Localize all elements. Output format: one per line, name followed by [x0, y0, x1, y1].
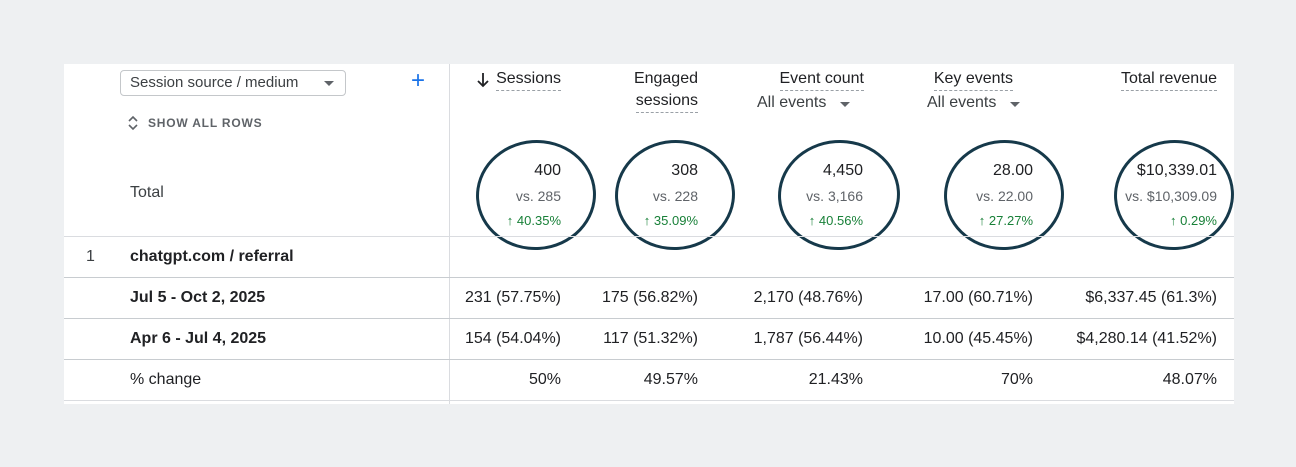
metric-value: 308: [671, 162, 698, 179]
row-label: % change: [130, 371, 202, 388]
metric-change: ↑ 40.35%: [506, 213, 561, 228]
column-label: Event count: [779, 68, 864, 91]
row-divider: [64, 318, 1234, 319]
metric-value: 400: [534, 162, 561, 179]
metric-compare: vs. 22.00: [976, 188, 1033, 204]
metric-value: $10,339.01: [1136, 162, 1217, 179]
dimension-label: Session source / medium: [130, 74, 299, 91]
cell: 231 (57.75%): [464, 289, 561, 306]
metric-change: ↑ 35.09%: [643, 213, 698, 228]
filter-label: All events: [757, 94, 827, 111]
total-event-count: 4,450 vs. 3,166 ↑ 40.56%: [703, 162, 863, 233]
column-header-sessions[interactable]: Sessions: [474, 68, 561, 91]
row-divider: [64, 359, 1234, 360]
arrow-down-icon: [477, 73, 489, 88]
column-label-line2: sessions: [635, 90, 698, 113]
total-key-events: 28.00 vs. 22.00 ↑ 27.27%: [873, 162, 1033, 233]
event-filter-dropdown[interactable]: All events: [757, 94, 850, 112]
row-dimension-value[interactable]: chatgpt.com / referral: [130, 248, 294, 265]
metric-value: 28.00: [992, 162, 1033, 179]
row-label: Jul 5 - Oct 2, 2025: [130, 289, 266, 306]
cell: 50%: [528, 371, 561, 388]
cell: 21.43%: [808, 371, 863, 388]
cell: 2,170 (48.76%): [753, 289, 863, 306]
add-dimension-button[interactable]: +: [410, 67, 425, 94]
cell: 10.00 (45.45%): [923, 330, 1033, 347]
column-divider: [449, 64, 450, 404]
cell: $4,280.14 (41.52%): [1076, 330, 1217, 347]
row-divider: [64, 277, 1234, 278]
show-all-rows-label: SHOW ALL ROWS: [148, 116, 263, 130]
column-label: Key events: [933, 68, 1013, 91]
cell: 48.07%: [1162, 371, 1217, 388]
metric-compare: vs. 3,166: [806, 188, 863, 204]
column-label: Sessions: [496, 68, 561, 91]
metric-compare: vs. 228: [652, 188, 698, 204]
cell: 49.57%: [643, 371, 698, 388]
metric-change: ↑ 27.27%: [978, 213, 1033, 228]
totals-label: Total: [130, 184, 164, 201]
cell: $6,337.45 (61.3%): [1085, 289, 1217, 306]
column-label: Engaged: [633, 70, 698, 87]
dimension-dropdown[interactable]: Session source / medium: [120, 70, 346, 96]
column-header-event-count[interactable]: Event count: [728, 68, 864, 91]
chevron-down-icon: [1010, 102, 1020, 107]
column-header-total-revenue[interactable]: Total revenue: [1067, 68, 1217, 91]
cell: 175 (56.82%): [601, 289, 698, 306]
total-sessions: 400 vs. 285 ↑ 40.35%: [401, 162, 561, 233]
cell: 117 (51.32%): [603, 330, 698, 347]
metric-compare: vs. 285: [515, 188, 561, 204]
column-label: Total revenue: [1120, 68, 1217, 91]
report-table: Session source / medium + SHOW ALL ROWS …: [64, 64, 1238, 404]
filter-label: All events: [927, 94, 997, 111]
column-header-key-events[interactable]: Key events: [904, 68, 1013, 91]
chevron-down-icon: [840, 102, 850, 107]
row-index: 1: [86, 248, 95, 265]
total-revenue: $10,339.01 vs. $10,309.09 ↑ 0.29%: [1057, 162, 1217, 233]
cell: 1,787 (56.44%): [753, 330, 863, 347]
cell: 17.00 (60.71%): [923, 289, 1033, 306]
metric-value: 4,450: [822, 162, 863, 179]
expand-collapse-icon: [128, 115, 138, 131]
total-engaged-sessions: 308 vs. 228 ↑ 35.09%: [538, 162, 698, 233]
chevron-down-icon: [324, 81, 334, 86]
cell: 154 (54.04%): [464, 330, 561, 347]
column-header-engaged-sessions[interactable]: Engaged sessions: [598, 68, 698, 113]
row-divider: [64, 400, 1234, 401]
cell: 70%: [1000, 371, 1033, 388]
key-event-filter-dropdown[interactable]: All events: [927, 94, 1020, 112]
row-label: Apr 6 - Jul 4, 2025: [130, 330, 267, 347]
metric-change: ↑ 40.56%: [808, 213, 863, 228]
metric-change: ↑ 0.29%: [1170, 213, 1217, 228]
row-divider: [64, 236, 1234, 237]
metric-compare: vs. $10,309.09: [1125, 188, 1217, 204]
